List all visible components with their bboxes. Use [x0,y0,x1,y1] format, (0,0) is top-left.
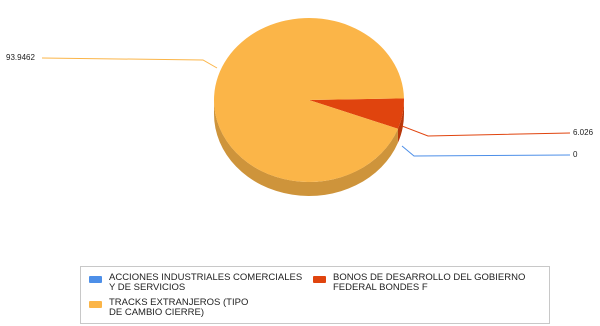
legend-swatch-acciones [89,276,102,283]
legend-label-bondes: BONOS DE DESARROLLO DEL GOBIERNO FEDERAL… [333,272,526,293]
legend-label-tracks: TRACKS EXTRANJEROS (TIPO DE CAMBIO CIERR… [109,297,249,318]
pie-slice-1[interactable] [309,98,404,129]
legend-swatch-tracks [89,301,102,308]
leader-line-acciones [401,145,571,157]
pie-side-1 [397,100,404,143]
pie-layer [213,18,404,197]
data-label-bondes: 6.026 [573,128,594,137]
leader-layer: 0 6.026 93.9462 [6,53,594,159]
leader-line-tracks [41,57,218,69]
legend: ACCIONES INDUSTRIALES COMERCIALES Y DE S… [80,266,550,324]
pie-slice-2[interactable] [213,18,404,183]
data-label-tracks: 93.9462 [6,53,35,62]
data-label-acciones: 0 [573,150,578,159]
legend-label-acciones: ACCIONES INDUSTRIALES COMERCIALES Y DE S… [109,272,303,293]
pie-side-2 [214,100,398,197]
leader-line-bondes [401,125,571,137]
legend-swatch-bondes [313,276,326,283]
